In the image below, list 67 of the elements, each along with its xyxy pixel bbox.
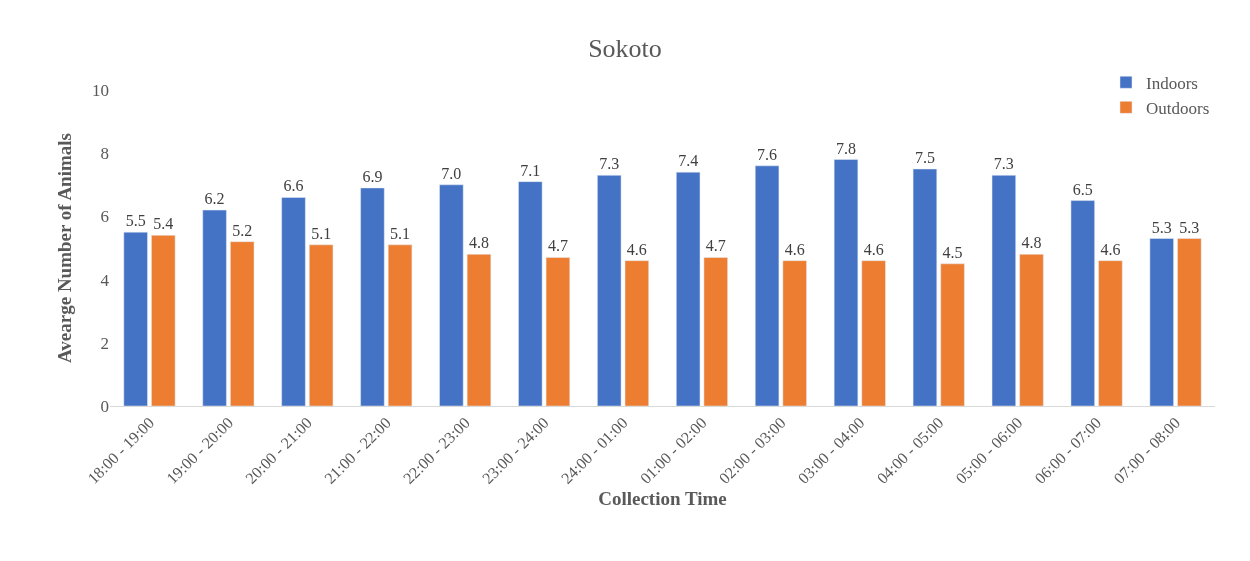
legend-label: Indoors [1146, 73, 1198, 93]
data-label: 7.5 [914, 149, 935, 166]
bar [439, 184, 464, 406]
y-tick-label: 2 [100, 333, 109, 353]
data-label: 5.1 [390, 224, 411, 242]
data-label: 5.3 [1151, 218, 1172, 236]
data-label: 4.7 [705, 237, 726, 255]
bar [703, 257, 728, 406]
bar [833, 159, 859, 406]
bar [676, 171, 701, 406]
data-label: 5.1 [311, 224, 332, 242]
bar [861, 260, 886, 406]
y-tick-label: 0 [100, 396, 109, 416]
data-label: 7.3 [993, 155, 1014, 173]
data-label: 7.0 [441, 164, 462, 182]
bar [518, 181, 543, 406]
bar [912, 168, 938, 406]
y-tick-label: 10 [92, 80, 109, 100]
data-label: 4.7 [547, 237, 568, 255]
y-tick-label: 6 [100, 207, 109, 227]
data-label: 7.8 [836, 139, 857, 157]
bar [281, 197, 306, 406]
bar [782, 260, 807, 406]
data-label: 7.4 [678, 152, 699, 170]
data-label: 5.2 [232, 221, 253, 239]
data-label: 4.6 [784, 240, 805, 258]
data-label: 6.9 [362, 167, 383, 185]
data-label: 7.1 [520, 161, 541, 179]
data-label: 6.5 [1072, 180, 1093, 198]
bar [624, 260, 649, 406]
bar [1070, 200, 1095, 406]
y-tick-label: 4 [100, 270, 110, 290]
bar [940, 263, 965, 406]
bar [202, 209, 227, 406]
data-label: 6.6 [283, 177, 304, 195]
y-tick-label: 8 [100, 144, 109, 164]
bar [1019, 254, 1044, 406]
data-label: 4.6 [626, 240, 647, 258]
bar [1177, 238, 1202, 406]
data-label: 4.8 [1021, 234, 1042, 252]
data-label: 7.3 [599, 155, 620, 173]
bar [387, 244, 413, 406]
bar [545, 257, 571, 406]
bar [309, 244, 334, 406]
data-label: 4.6 [863, 240, 884, 258]
y-axis-title: Avearge Number of Animals [53, 133, 75, 363]
x-axis-title: Collection Time [598, 487, 727, 509]
data-label: 4.5 [942, 243, 963, 261]
data-label: 7.6 [757, 145, 778, 163]
bar [151, 235, 176, 406]
data-label: 5.3 [1179, 218, 1200, 236]
legend-label: Outdoors [1146, 99, 1210, 118]
bar [1149, 238, 1174, 406]
chart-title: Sokoto [588, 34, 662, 64]
data-label: 4.8 [468, 234, 489, 252]
bar [466, 254, 492, 406]
data-label: 5.4 [153, 215, 174, 233]
data-label: 4.6 [1100, 240, 1121, 258]
bar [754, 165, 780, 406]
bar [991, 175, 1016, 406]
bar [1098, 260, 1123, 406]
data-label: 5.5 [125, 212, 146, 230]
bar [597, 175, 622, 406]
bar [360, 187, 385, 406]
bar [230, 241, 255, 406]
data-label: 6.2 [204, 190, 225, 208]
bar [123, 231, 148, 406]
